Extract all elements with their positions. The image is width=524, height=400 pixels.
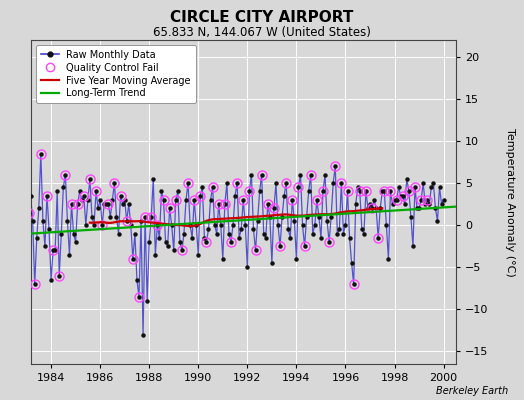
Text: Berkeley Earth: Berkeley Earth xyxy=(436,386,508,396)
Legend: Raw Monthly Data, Quality Control Fail, Five Year Moving Average, Long-Term Tren: Raw Monthly Data, Quality Control Fail, … xyxy=(36,45,196,103)
Text: 65.833 N, 144.067 W (United States): 65.833 N, 144.067 W (United States) xyxy=(153,26,371,39)
Text: CIRCLE CITY AIRPORT: CIRCLE CITY AIRPORT xyxy=(170,10,354,25)
Y-axis label: Temperature Anomaly (°C): Temperature Anomaly (°C) xyxy=(505,128,515,276)
